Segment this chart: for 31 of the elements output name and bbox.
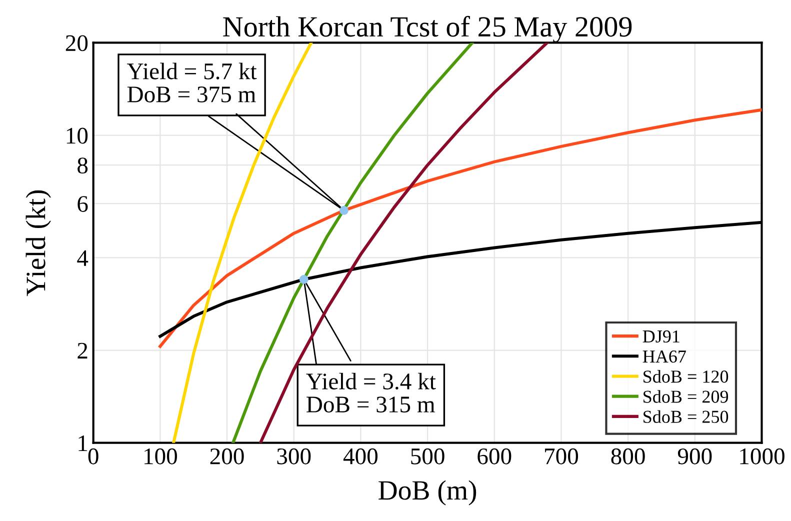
y-axis-title: Yield (kt)	[26, 190, 51, 296]
legend-label: DJ91	[642, 330, 680, 343]
x-tick-label: 300	[277, 448, 311, 464]
x-tick-label: 800	[611, 448, 645, 464]
x-tick-label: 200	[210, 448, 244, 464]
annotation: Yield = 3.4 kt DoB = 315 m	[306, 372, 436, 412]
annotation: Yield = 5.7 kt DoB = 375 m	[127, 62, 257, 102]
x-axis-title: DoB (m)	[378, 480, 476, 506]
x-tick-label: 600	[478, 448, 512, 464]
y-tick-label: 1	[78, 435, 88, 452]
y-tick-label: 8	[78, 158, 88, 174]
legend-label: SdoB = 120	[644, 370, 728, 383]
line-series	[258, 42, 549, 443]
legend-label: SdoB = 250	[644, 410, 728, 423]
x-tick-label: 400	[343, 448, 378, 464]
x-tick-label: 0	[88, 448, 98, 464]
y-tick-label: 2	[78, 342, 88, 358]
x-tick-label: 1000	[740, 448, 784, 464]
y-tick-label: 6	[78, 196, 88, 212]
y-tick-label: 10	[66, 128, 88, 144]
x-tick-label: 100	[144, 448, 177, 464]
chart-title: North Korcan Tcst of 25 May 2009	[223, 16, 632, 43]
legend-label: SdoB = 209	[644, 390, 728, 403]
y-tick-label: 20	[66, 35, 88, 52]
legend-label: HA67	[642, 350, 686, 363]
y-tick-label: 4	[77, 250, 88, 266]
x-tick-label: 900	[678, 448, 712, 464]
x-tick-label: 500	[411, 448, 444, 464]
x-tick-label: 700	[545, 448, 578, 464]
line-series	[232, 42, 474, 443]
line-series	[158, 108, 762, 348]
